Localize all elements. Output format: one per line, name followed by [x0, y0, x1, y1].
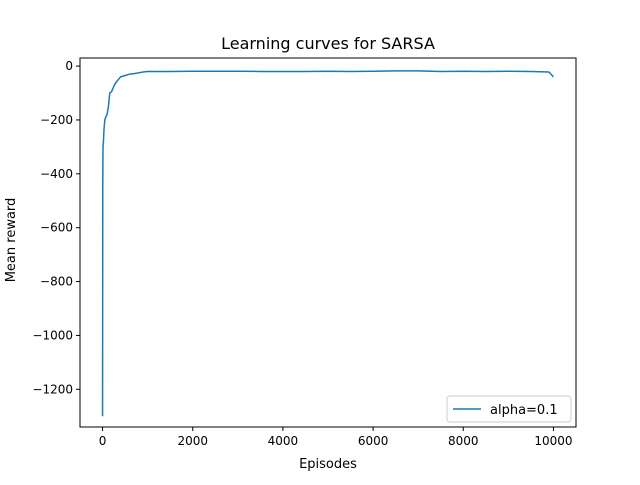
y-tick-label: 0	[65, 59, 73, 73]
x-tick-label: 6000	[358, 434, 389, 448]
y-tick-label: −600	[40, 221, 73, 235]
series-line-alpha-0-1	[101, 70, 554, 417]
y-tick-label: −400	[40, 167, 73, 181]
y-tick-label: −1000	[32, 328, 73, 342]
x-axis-label: Episodes	[299, 457, 357, 472]
x-tick-label: 4000	[268, 434, 299, 448]
x-tick-label: 2000	[177, 434, 208, 448]
x-tick-label: 0	[99, 434, 107, 448]
axes-frame	[79, 57, 577, 428]
x-tick-label: 10000	[534, 434, 572, 448]
chart-title: Learning curves for SARSA	[221, 34, 435, 53]
y-axis-label: Mean reward	[4, 198, 19, 283]
plot-area	[101, 70, 554, 417]
legend-box	[446, 395, 572, 423]
y-tick-label: −1200	[32, 382, 73, 396]
legend-label-alpha-0-1: alpha=0.1	[490, 403, 558, 418]
y-tick-label: −800	[40, 275, 73, 289]
y-tick-label: −200	[40, 113, 73, 127]
axis-ticks: 0 2000 4000 6000 8000 10000 0 −200 −400 −600 −800 −…	[32, 59, 572, 448]
legend: alpha=0.1	[446, 395, 572, 423]
x-tick-label: 8000	[448, 434, 479, 448]
